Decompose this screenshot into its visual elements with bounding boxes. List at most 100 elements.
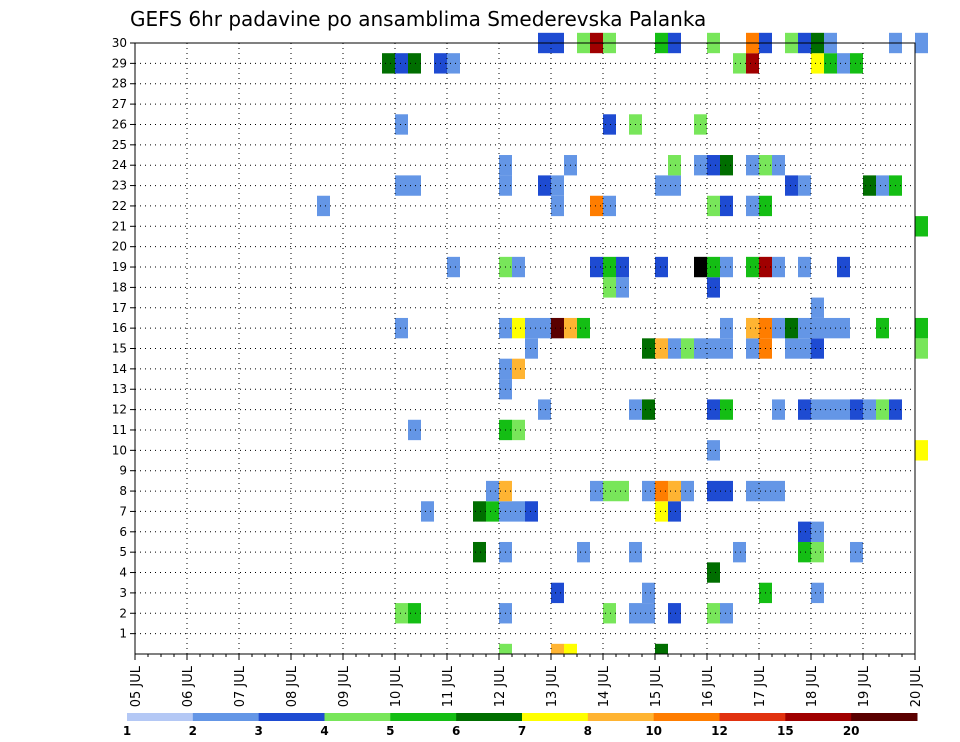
- heatmap-cell: [837, 256, 850, 278]
- colorbar-label: 8: [584, 724, 592, 738]
- colorbar-label: 20: [843, 724, 860, 738]
- y-tick-label: 21: [112, 219, 127, 233]
- chart-title: GEFS 6hr padavine po ansamblima Smederev…: [130, 7, 706, 31]
- x-tick-label: 20 JUL: [909, 665, 924, 707]
- heatmap-cell: [642, 603, 655, 624]
- heatmap-cell: [707, 277, 720, 298]
- heatmap-cell: [642, 480, 655, 502]
- y-tick-label: 11: [112, 423, 127, 437]
- heatmap-cell: [317, 195, 330, 217]
- heatmap-cell: [668, 155, 681, 176]
- heatmap-cell: [811, 338, 824, 359]
- heatmap-cell: [811, 521, 824, 542]
- y-tick-label: 7: [119, 504, 127, 518]
- heatmap-cell: [707, 399, 720, 420]
- y-tick-label: 4: [119, 566, 127, 580]
- heatmap-cell: [707, 440, 720, 461]
- heatmap-cell: [811, 399, 824, 420]
- heatmap-cell: [473, 501, 486, 522]
- colorbar-legend: 1 2 3 4 5 6 7 8 10 12 15 20: [123, 713, 918, 738]
- colorbar-label: 3: [254, 724, 262, 738]
- colorbar-label: 1: [123, 724, 131, 738]
- heatmap-cell: [590, 480, 603, 502]
- colorbar-label: 10: [645, 724, 662, 738]
- heatmap-cell: [798, 399, 811, 420]
- x-tick-label: 14 JUL: [597, 665, 612, 707]
- heatmap-cell: [837, 399, 850, 420]
- x-axis: 05 JUL 06 JUL 07 JUL 08 JUL 09 JUL 10 JUL 11 J…: [129, 654, 924, 707]
- heatmap-cell: [668, 480, 681, 502]
- heatmap-cell: [551, 175, 564, 196]
- heatmap-cell: [733, 53, 746, 74]
- heatmap-cell: [655, 175, 668, 196]
- heatmap-cell: [538, 317, 551, 339]
- heatmap-cell: [746, 480, 759, 502]
- heatmap-cell: [577, 541, 590, 563]
- y-tick-label: 15: [112, 342, 127, 356]
- x-tick-label: 06 JUL: [181, 665, 196, 707]
- heatmap-cell: [837, 317, 850, 339]
- heatmap-cell: [408, 53, 421, 74]
- heatmap-cell: [408, 603, 421, 624]
- heatmap-cell: [395, 53, 408, 74]
- heatmap-cell: [564, 643, 577, 654]
- heatmap-cell: [772, 399, 785, 420]
- x-tick-label: 19 JUL: [857, 665, 872, 707]
- heatmap-cell: [512, 419, 525, 441]
- heatmap-cell: [603, 256, 616, 278]
- heatmap-cell: [603, 195, 616, 217]
- heatmap-cell: [785, 338, 798, 359]
- colorbar-label: 15: [777, 724, 794, 738]
- colorbar-label: 7: [518, 724, 526, 738]
- y-tick-label: 20: [112, 240, 127, 254]
- heatmap-cell: [707, 480, 720, 502]
- heatmap-cell: [668, 501, 681, 522]
- y-tick-label: 23: [112, 179, 127, 193]
- heatmap-cell: [421, 501, 434, 522]
- heatmap-cell: [720, 317, 733, 339]
- heatmap-cell: [603, 114, 616, 135]
- heatmap-cell: [447, 53, 460, 74]
- heatmap-cell: [915, 338, 928, 359]
- x-tick-label: 10 JUL: [389, 665, 404, 707]
- colorbar-swatch: [522, 713, 589, 721]
- heatmap-cell: [395, 175, 408, 196]
- x-tick-label: 15 JUL: [649, 665, 664, 707]
- heatmap-cell: [603, 480, 616, 502]
- x-tick-label: 09 JUL: [337, 665, 352, 707]
- y-tick-label: 17: [112, 301, 127, 315]
- heatmap-cell: [811, 541, 824, 563]
- heatmap-cell: [863, 399, 876, 420]
- x-tick-label: 13 JUL: [545, 665, 560, 707]
- x-tick-label: 16 JUL: [701, 665, 716, 707]
- heatmap-cell: [642, 399, 655, 420]
- heatmap-cell: [915, 32, 928, 54]
- heatmap-cell: [707, 256, 720, 278]
- y-tick-label: 12: [112, 403, 127, 417]
- heatmap-cell: [772, 317, 785, 339]
- heatmap-cell: [681, 480, 694, 502]
- heatmap-cell: [395, 114, 408, 135]
- heatmap-cell: [395, 317, 408, 339]
- heatmap-cell: [551, 582, 564, 604]
- colorbar-swatch: [587, 713, 655, 721]
- heatmap-cell: [915, 216, 928, 237]
- heatmap-cell: [408, 419, 421, 441]
- x-tick-label: 05 JUL: [129, 665, 144, 707]
- y-tick-label: 26: [112, 117, 127, 131]
- heatmap-cell: [798, 541, 811, 563]
- heatmap-cell: [720, 603, 733, 624]
- heatmap-cell: [850, 53, 863, 74]
- heatmap-cell: [668, 338, 681, 359]
- heatmap-cell: [525, 501, 538, 522]
- heatmap-cell: [720, 155, 733, 176]
- heatmap-cell: [798, 521, 811, 542]
- heatmap-cell: [642, 582, 655, 604]
- y-tick-label: 30: [112, 36, 127, 50]
- heatmap-cell: [746, 53, 759, 74]
- heatmap-cell: [616, 480, 629, 502]
- heatmap-cell: [590, 195, 603, 217]
- heatmap-cell: [798, 317, 811, 339]
- heatmap-cell: [733, 541, 746, 563]
- y-tick-label: 10: [112, 443, 127, 457]
